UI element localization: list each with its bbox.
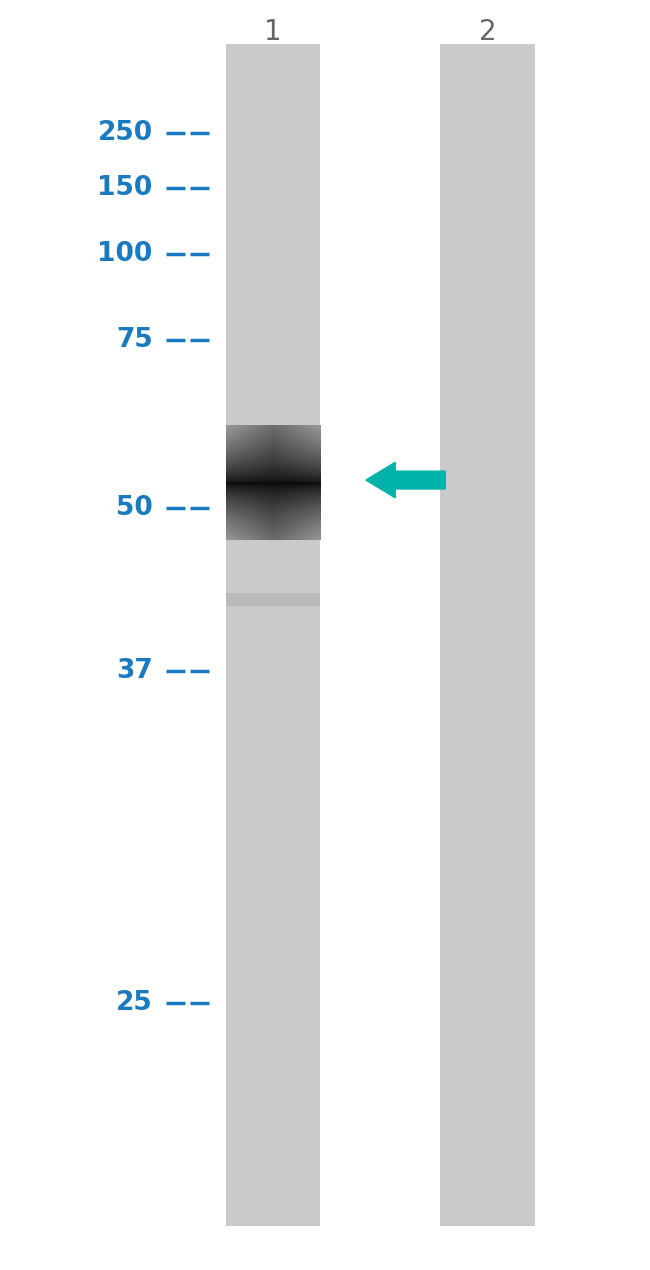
Text: 75: 75 bbox=[116, 328, 153, 353]
Text: 250: 250 bbox=[98, 121, 153, 146]
Text: 1: 1 bbox=[264, 18, 282, 46]
Text: 37: 37 bbox=[116, 658, 153, 683]
Bar bbox=[226, 593, 320, 606]
Text: 25: 25 bbox=[116, 991, 153, 1016]
Bar bbox=[441, 44, 534, 1226]
Text: 100: 100 bbox=[98, 241, 153, 267]
Text: 50: 50 bbox=[116, 495, 153, 521]
Bar bbox=[226, 44, 320, 1226]
Text: 150: 150 bbox=[98, 175, 153, 201]
Text: 2: 2 bbox=[478, 18, 497, 46]
FancyArrow shape bbox=[366, 462, 445, 498]
